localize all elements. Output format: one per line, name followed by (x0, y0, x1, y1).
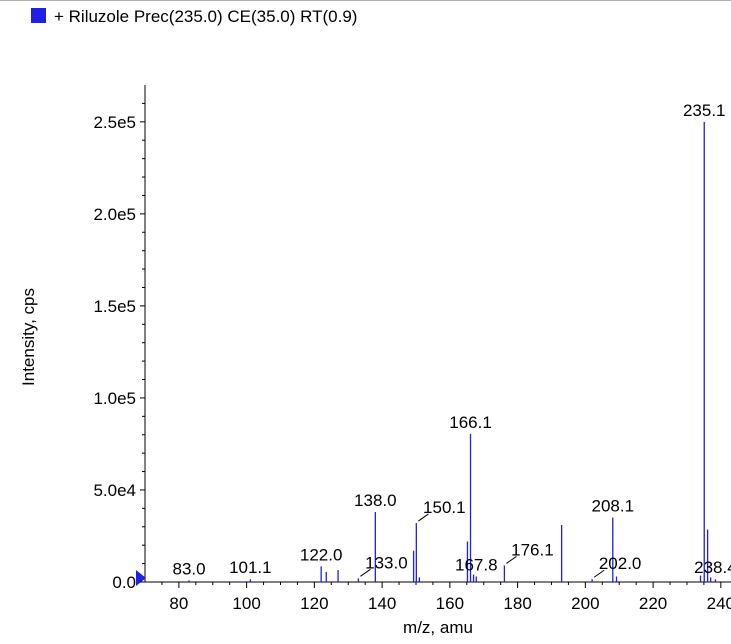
y-tick-label: 0.0 (112, 573, 136, 592)
x-tick-label: 180 (503, 594, 531, 613)
x-tick-label: 100 (232, 594, 260, 613)
y-tick-label: 2.5e5 (93, 113, 136, 132)
x-ticks: 80 100 120 140 160 180 200 220 240 (161, 582, 731, 613)
axes (136, 85, 731, 586)
peak-label: 138.0 (354, 491, 397, 510)
x-tick-label: 120 (300, 594, 328, 613)
y-axis-label: Intensity, cps (19, 288, 38, 386)
peak-label: 235.1 (683, 101, 726, 120)
peak-label: 238.4 (694, 558, 731, 577)
legend-swatch (31, 8, 46, 23)
peak-label: 83.0 (172, 559, 205, 578)
y-ticks: 0.0 5.0e4 1.0e5 1.5e5 2.0e5 2.5e5 (93, 102, 145, 592)
x-tick-label: 200 (571, 594, 599, 613)
peak-leader (360, 568, 371, 577)
peak-label: 150.1 (423, 498, 466, 517)
peak-labels: 235.1 166.1 138.0 150.1 208.1 176.1 122.0 167.8… (172, 101, 731, 579)
peak-label: 101.1 (229, 558, 272, 577)
top-border (0, 0, 731, 1)
y-tick-label: 1.0e5 (93, 389, 136, 408)
peak-label: 133.0 (365, 553, 408, 572)
x-tick-label: 240 (707, 594, 731, 613)
x-axis-label: m/z, amu (403, 618, 473, 637)
x-tick-label: 160 (436, 594, 464, 613)
peak-label: 202.0 (599, 554, 642, 573)
peak-leader (418, 513, 429, 522)
peak-leader (506, 556, 517, 564)
x-tick-label: 220 (639, 594, 667, 613)
y-tick-label: 1.5e5 (93, 297, 136, 316)
peak-label: 176.1 (511, 540, 554, 559)
baseline-marker-icon (136, 570, 146, 586)
peak-label: 208.1 (592, 497, 635, 516)
peak-label: 122.0 (300, 545, 343, 564)
peak-leader (593, 569, 605, 578)
y-tick-label: 2.0e5 (93, 205, 136, 224)
y-tick-label: 5.0e4 (93, 481, 136, 500)
x-tick-label: 140 (368, 594, 396, 613)
legend-label: + Riluzole Prec(235.0) CE(35.0) RT(0.9) (54, 7, 358, 26)
peak-label: 166.1 (449, 413, 492, 432)
peaks (188, 121, 717, 582)
peak-label: 167.8 (455, 555, 498, 574)
x-tick-label: 80 (169, 594, 188, 613)
